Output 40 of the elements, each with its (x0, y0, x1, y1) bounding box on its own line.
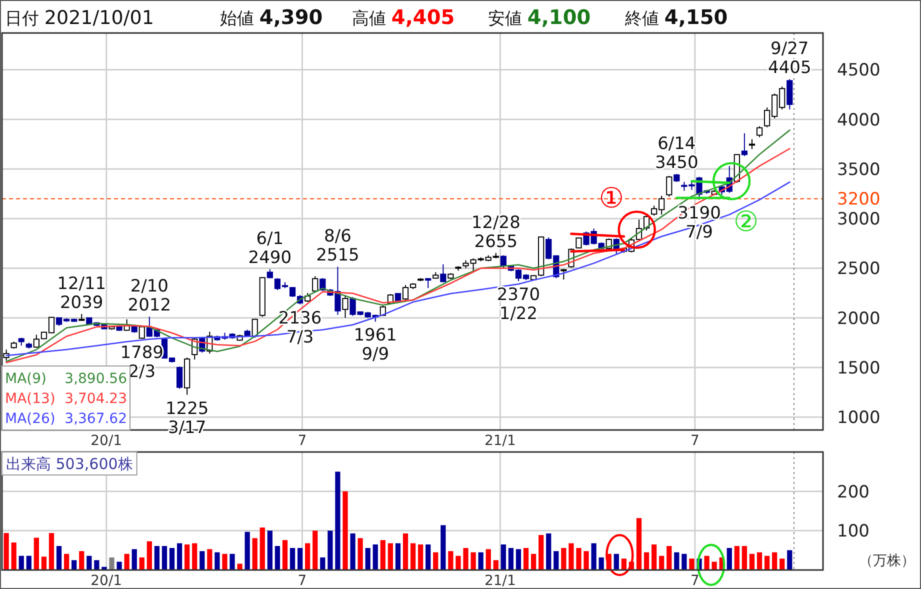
y-tick-label: 4000 (837, 110, 880, 130)
text: 終値 4,150 (624, 5, 728, 29)
text: 安値 4,100 (488, 5, 591, 29)
annotation: 1961 9/9 (354, 326, 398, 365)
annotation: 9/27 4405 (768, 39, 812, 78)
y-tick-label: 2000 (837, 308, 880, 329)
text: MA(9) 3,890.56 (5, 371, 127, 387)
annotation: 12/11 2039 (57, 274, 106, 313)
x-tick-label: 7 (298, 433, 307, 449)
y-tick-label: 3500 (837, 160, 880, 180)
chart-title: 出来高 503,600株 (6, 455, 133, 473)
annotation: 2/10 2012 (128, 276, 172, 316)
x-tick-label: 20/1 (90, 433, 122, 449)
text: MA(26) 3,367.62 (5, 411, 127, 427)
x-tick-label: 20/1 (90, 573, 122, 589)
annotation: 6/1 2490 (248, 229, 292, 268)
x-tick-label: 7 (298, 573, 307, 589)
x-tick-label: 7 (690, 573, 700, 589)
x-tick-label: 21/1 (484, 573, 516, 589)
annotation: 8/6 2515 (316, 226, 360, 266)
y-tick-label: 1500 (837, 358, 880, 378)
y-axis-title: （万株） (859, 553, 915, 569)
y-tick-label: 200 (837, 482, 870, 502)
text: 始値 4,390 (220, 5, 323, 29)
y-tick-label: 1000 (837, 408, 880, 428)
series-label: ① (598, 182, 624, 215)
annotation: 2370 1/22 (496, 285, 540, 324)
text: MA(13) 3,704.23 (5, 391, 127, 407)
text: 日付 2021/10/01 (5, 7, 154, 29)
text: 高値 4,405 (352, 5, 455, 29)
y-tick-label: 3000 (837, 210, 880, 230)
x-tick-label: 21/1 (484, 433, 516, 449)
x-tick-label: 7 (690, 433, 700, 449)
ref-line-label: 3200 (837, 190, 880, 210)
annotation: 6/14 3450 (655, 134, 698, 173)
annotation: 12/28 2655 (471, 212, 520, 252)
y-tick-label: 4500 (837, 60, 880, 81)
series-label: ② (734, 205, 759, 238)
y-tick-label: 100 (837, 522, 870, 542)
y-tick-label: 2500 (837, 259, 880, 280)
